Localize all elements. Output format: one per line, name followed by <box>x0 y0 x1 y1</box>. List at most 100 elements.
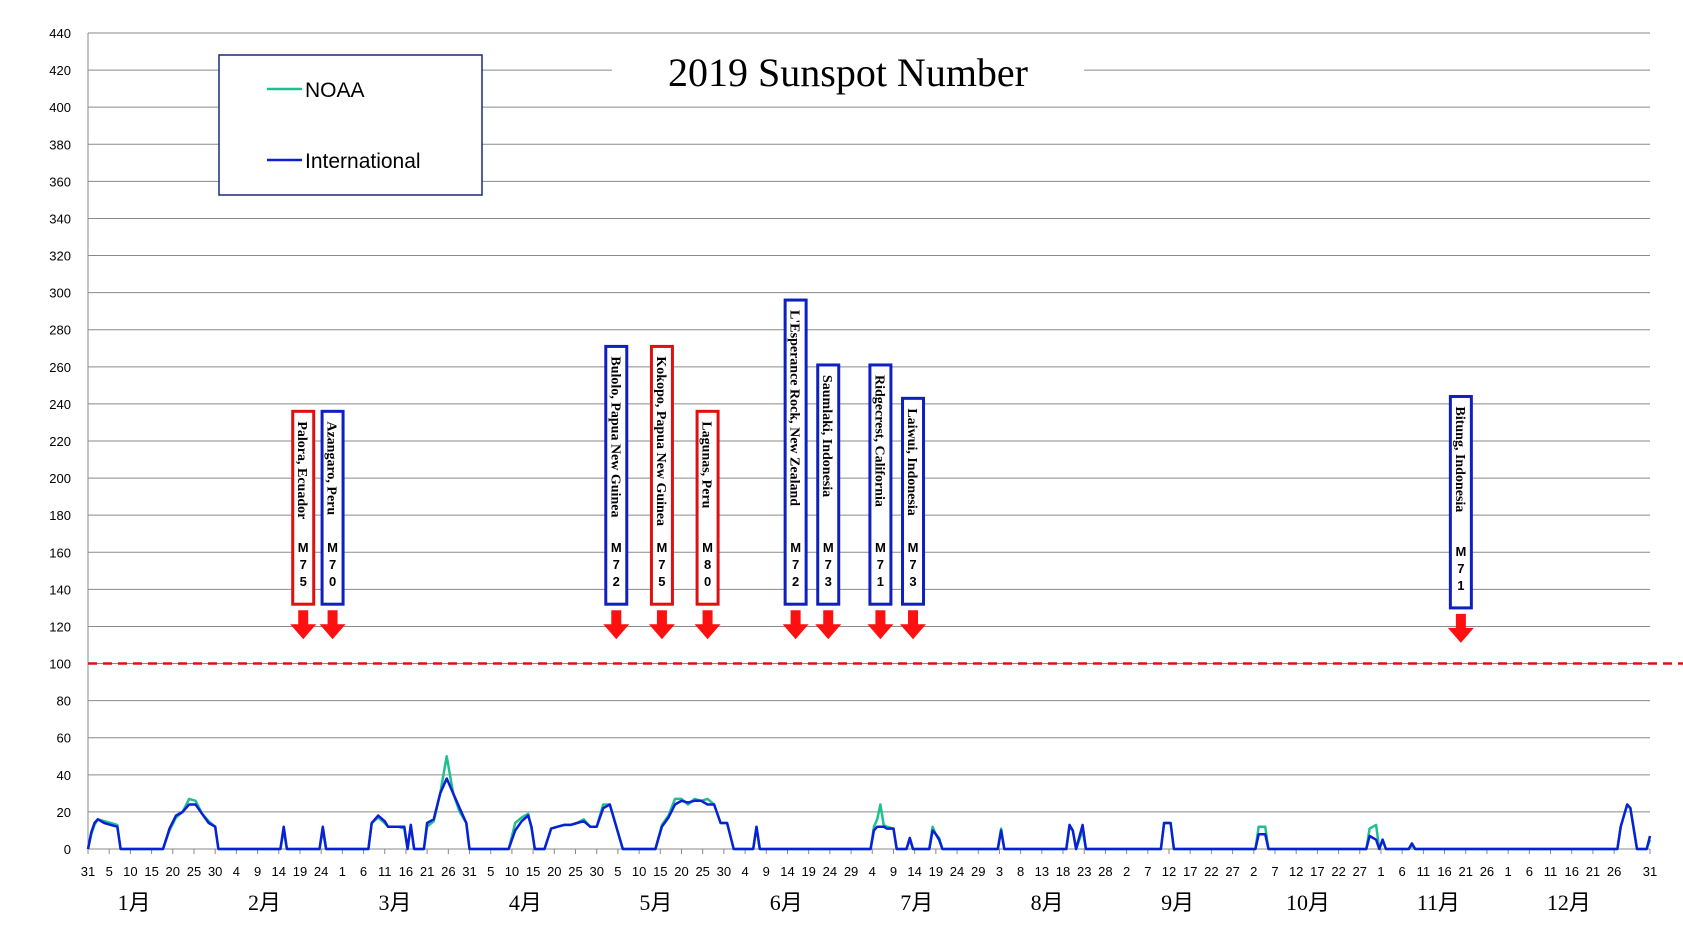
month-label: 12月 <box>1547 890 1591 915</box>
x-tick-label: 24 <box>823 864 837 879</box>
x-tick-label: 4 <box>741 864 748 879</box>
earthquake-marker: L'Esperance Rock, New Zealand M 7 2 <box>782 298 809 640</box>
x-tick-label: 23 <box>1077 864 1091 879</box>
x-tick-label: 31 <box>81 864 95 879</box>
x-tick-label: 8 <box>1017 864 1024 879</box>
down-arrow-icon <box>648 610 675 640</box>
y-tick-label: 180 <box>49 508 71 523</box>
y-tick-label: 120 <box>49 619 71 634</box>
x-tick-label: 12 <box>1289 864 1303 879</box>
earthquake-magnitude-char: 1 <box>877 574 884 589</box>
series-lines <box>86 755 1652 851</box>
x-tick-label: 25 <box>568 864 582 879</box>
earthquake-place: Azangaro, Peru <box>324 421 339 515</box>
earthquake-place: Bitung, Indonesia <box>1452 406 1467 512</box>
month-label: 8月 <box>1031 890 1064 915</box>
x-tick-label: 26 <box>441 864 455 879</box>
x-tick-label: 20 <box>547 864 561 879</box>
y-tick-label: 40 <box>57 768 71 783</box>
x-tick-label: 7 <box>1144 864 1151 879</box>
x-tick-label: 30 <box>208 864 222 879</box>
x-tick-label: 16 <box>1565 864 1579 879</box>
x-axis-ticks: 31 5 10 15 20 25 30 4 9 14 19 24 1 6 11 16 21 26 31 5 10 15 20… <box>81 849 1657 879</box>
earthquake-box <box>868 363 893 606</box>
earthquake-place: Palora, Ecuador <box>294 421 309 519</box>
month-label: 10月 <box>1286 890 1330 915</box>
title-background <box>612 44 1084 100</box>
earthquake-magnitude-char: M <box>1455 544 1466 559</box>
earthquake-place: L'Esperance Rock, New Zealand <box>787 310 802 506</box>
series-line-international <box>86 777 1652 851</box>
x-tick-label: 19 <box>293 864 307 879</box>
x-tick-label: 14 <box>780 864 794 879</box>
earthquake-magnitude-char: M <box>823 540 834 555</box>
legend-label-international: International <box>305 150 421 173</box>
y-tick-label: 20 <box>57 805 71 820</box>
x-tick-label: 11 <box>1544 864 1558 879</box>
x-tick-label: 13 <box>1035 864 1049 879</box>
x-tick-label: 6 <box>360 864 367 879</box>
x-tick-label: 5 <box>487 864 494 879</box>
y-tick-label: 340 <box>49 211 71 226</box>
x-tick-label: 24 <box>950 864 964 879</box>
y-tick-label: 60 <box>57 731 71 746</box>
earthquake-magnitude-char: M <box>875 540 886 555</box>
x-tick-label: 26 <box>1607 864 1621 879</box>
y-tick-label: 240 <box>49 397 71 412</box>
earthquake-annotations: Palora, Ecuador M 7 5 Azangaro, Peru M 7 0 Bulol… <box>290 298 1474 643</box>
x-tick-label: 18 <box>1056 864 1070 879</box>
x-tick-label: 2 <box>1250 864 1257 879</box>
x-tick-label: 30 <box>717 864 731 879</box>
month-label: 7月 <box>900 890 933 915</box>
x-tick-label: 31 <box>1643 864 1657 879</box>
earthquake-box <box>604 344 629 606</box>
earthquake-magnitude-char: 7 <box>613 557 620 572</box>
x-tick-label: 3 <box>996 864 1003 879</box>
x-tick-label: 12 <box>1162 864 1176 879</box>
y-tick-label: 400 <box>49 100 71 115</box>
earthquake-magnitude-char: 7 <box>792 557 799 572</box>
x-tick-label: 5 <box>614 864 621 879</box>
down-arrow-icon <box>815 610 842 640</box>
x-tick-label: 16 <box>1437 864 1451 879</box>
legend-label-noaa: NOAA <box>305 79 365 102</box>
earthquake-magnitude-char: 7 <box>658 557 665 572</box>
earthquake-magnitude-char: 3 <box>909 574 916 589</box>
x-tick-label: 9 <box>763 864 770 879</box>
x-tick-label: 10 <box>123 864 137 879</box>
x-tick-label: 19 <box>929 864 943 879</box>
earthquake-magnitude-char: M <box>298 540 309 555</box>
earthquake-marker: Saumlaki, Indonesia M 7 3 <box>815 363 842 640</box>
earthquake-marker: Bitung, Indonesia M 7 1 <box>1447 394 1474 643</box>
x-tick-label: 6 <box>1526 864 1533 879</box>
earthquake-place: Bulolo, Papua New Guinea <box>607 356 622 517</box>
y-tick-label: 220 <box>49 434 71 449</box>
x-tick-label: 5 <box>106 864 113 879</box>
y-tick-label: 300 <box>49 286 71 301</box>
month-label: 4月 <box>509 890 542 915</box>
x-tick-label: 1 <box>1377 864 1384 879</box>
earthquake-magnitude-char: 1 <box>1457 578 1464 593</box>
legend-box <box>218 54 483 196</box>
earthquake-box <box>291 409 316 606</box>
earthquake-magnitude-char: 5 <box>300 574 307 589</box>
x-tick-label: 10 <box>505 864 519 879</box>
y-tick-label: 320 <box>49 249 71 264</box>
y-tick-label: 280 <box>49 323 71 338</box>
month-label: 2月 <box>248 890 281 915</box>
down-arrow-icon <box>867 610 894 640</box>
x-tick-label: 22 <box>1204 864 1218 879</box>
earthquake-magnitude-char: 7 <box>300 557 307 572</box>
earthquake-box <box>320 409 345 606</box>
y-axis-ticks: 0 20 40 60 80 100 120 140 160 180 200 220 240 260 280 3… <box>49 26 71 857</box>
x-tick-label: 19 <box>801 864 815 879</box>
month-label: 3月 <box>378 890 411 915</box>
down-arrow-icon <box>603 610 630 640</box>
month-label: 11月 <box>1417 890 1460 915</box>
earthquake-magnitude-char: M <box>611 540 622 555</box>
earthquake-box <box>1448 394 1473 610</box>
down-arrow-icon <box>694 610 721 640</box>
x-tick-label: 24 <box>314 864 328 879</box>
y-tick-label: 420 <box>49 63 71 78</box>
y-tick-label: 200 <box>49 471 71 486</box>
